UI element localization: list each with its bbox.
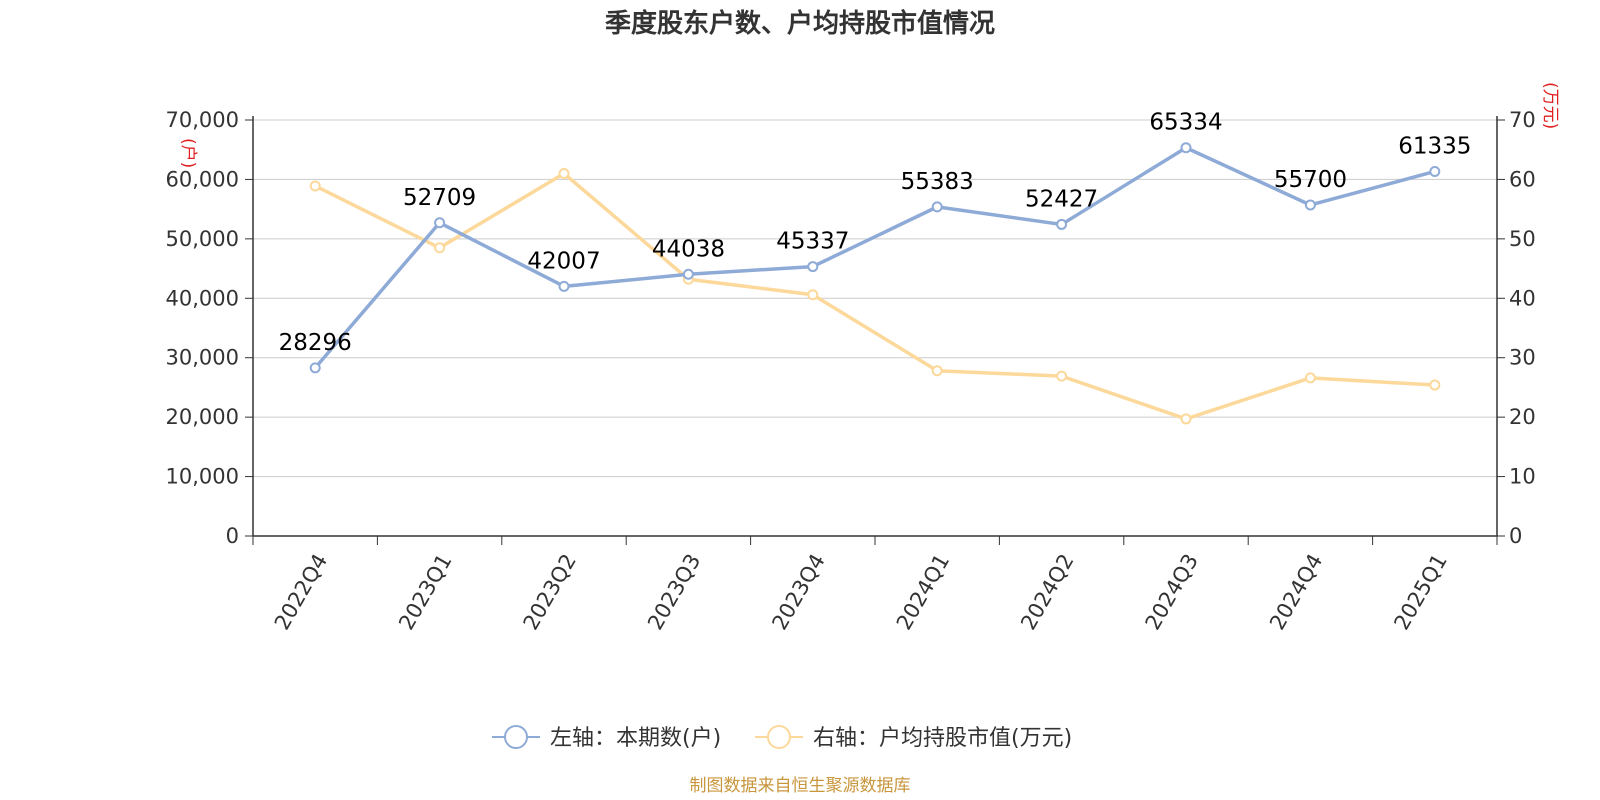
left-axis-unit: (户) bbox=[178, 138, 198, 168]
right-axis-tick-label: 30 bbox=[1509, 346, 1536, 370]
right-axis-unit: (万元) bbox=[1540, 82, 1560, 129]
x-axis-category-label: 2024Q4 bbox=[1265, 550, 1327, 634]
legend-circle-icon bbox=[767, 725, 791, 749]
legend-circle-icon bbox=[504, 725, 528, 749]
grid-lines bbox=[253, 119, 1497, 478]
data-point-left bbox=[931, 201, 943, 213]
x-axis-category-label: 2025Q1 bbox=[1389, 550, 1451, 634]
right-axis-tick-label: 70 bbox=[1509, 108, 1536, 132]
legend: 左轴：本期数(户) 右轴：户均持股市值(万元) bbox=[492, 725, 1072, 751]
left-axis-tick-label: 50,000 bbox=[166, 227, 239, 251]
data-source-note: 制图数据来自恒生聚源数据库 bbox=[690, 776, 911, 796]
legend-item-right-series[interactable]: 右轴：户均持股市值(万元) bbox=[755, 725, 1072, 751]
left-axis-tick-label: 40,000 bbox=[166, 286, 239, 310]
data-point-left bbox=[558, 280, 570, 292]
left-axis-tick-label: 60,000 bbox=[166, 167, 239, 191]
x-axis-category-label: 2023Q3 bbox=[643, 550, 705, 634]
data-point-left bbox=[434, 217, 446, 229]
left-axis-tick-label: 70,000 bbox=[166, 108, 239, 132]
left-axis-tick-label: 10,000 bbox=[166, 465, 239, 489]
data-labels: 28296 52709 42007 44038 45337 55383 52427 65334… bbox=[279, 110, 1472, 356]
right-axis-tick-label: 20 bbox=[1509, 405, 1536, 429]
legend-item-left-series[interactable]: 左轴：本期数(户) bbox=[492, 725, 721, 751]
data-label: 55383 bbox=[901, 169, 974, 195]
data-point-right bbox=[1056, 370, 1068, 382]
legend-label-right: 右轴：户均持股市值(万元) bbox=[813, 726, 1072, 751]
series-line-left bbox=[313, 145, 1436, 369]
chart-title: 季度股东户数、户均持股市值情况 bbox=[605, 8, 995, 39]
left-axis-tick-label: 30,000 bbox=[166, 346, 239, 370]
data-point-left bbox=[1429, 165, 1441, 177]
x-axis-category-label: 2024Q1 bbox=[892, 550, 954, 634]
legend-label-left: 左轴：本期数(户) bbox=[550, 726, 721, 751]
series-layer bbox=[309, 142, 1441, 425]
data-point-right bbox=[1429, 379, 1441, 391]
data-point-right bbox=[931, 365, 943, 377]
data-point-right bbox=[807, 289, 819, 301]
data-point-right bbox=[434, 242, 446, 254]
data-label: 28296 bbox=[279, 330, 352, 356]
right-axis-tick-label: 10 bbox=[1509, 465, 1536, 489]
data-point-right bbox=[558, 167, 570, 179]
data-label: 42007 bbox=[527, 248, 600, 274]
x-axis-category-label: 2022Q4 bbox=[270, 550, 332, 634]
data-point-left bbox=[1056, 218, 1068, 230]
data-label: 52709 bbox=[403, 185, 476, 211]
left-axis-tick-label: 0 bbox=[226, 524, 239, 548]
data-point-left bbox=[682, 268, 694, 280]
data-label: 52427 bbox=[1025, 186, 1098, 212]
right-axis-tick-label: 40 bbox=[1509, 286, 1536, 310]
right-axis-tick-label: 60 bbox=[1509, 167, 1536, 191]
x-axis-category-label: 2024Q2 bbox=[1016, 550, 1078, 634]
left-axis-tick-label: 20,000 bbox=[166, 405, 239, 429]
x-axis-category-label: 2023Q4 bbox=[767, 550, 829, 634]
data-point-left bbox=[1304, 199, 1316, 211]
data-point-left bbox=[309, 362, 321, 374]
data-label: 45337 bbox=[776, 229, 849, 255]
data-label: 44038 bbox=[652, 236, 725, 262]
series-line-right bbox=[314, 171, 1435, 421]
data-label: 61335 bbox=[1398, 133, 1471, 159]
data-label: 65334 bbox=[1149, 110, 1222, 136]
data-point-left bbox=[807, 261, 819, 273]
x-axis-category-label: 2024Q3 bbox=[1141, 550, 1203, 634]
data-point-right bbox=[1180, 413, 1192, 425]
right-axis-tick-label: 0 bbox=[1509, 524, 1522, 548]
x-axis-category-label: 2023Q1 bbox=[394, 550, 456, 634]
x-axis-category-label: 2023Q2 bbox=[519, 550, 581, 634]
data-point-right bbox=[1304, 372, 1316, 384]
data-point-left bbox=[1180, 142, 1192, 154]
data-label: 55700 bbox=[1274, 167, 1347, 193]
right-axis-tick-label: 50 bbox=[1509, 227, 1536, 251]
data-point-right bbox=[309, 180, 321, 192]
